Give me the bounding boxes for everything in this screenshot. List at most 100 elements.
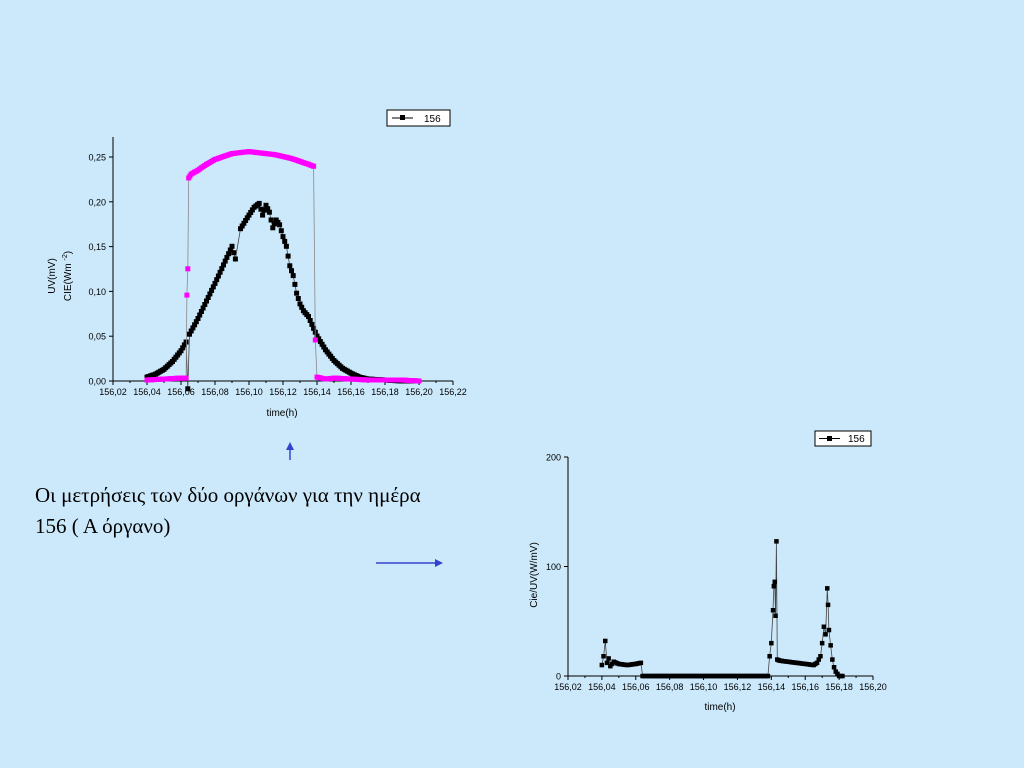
data-point xyxy=(215,273,221,279)
data-point xyxy=(190,325,196,331)
data-point xyxy=(771,584,777,589)
data-point xyxy=(604,660,610,666)
y-tick-label: 0,10 xyxy=(88,287,106,297)
x-tick-label: 156,10 xyxy=(235,387,263,397)
data-point xyxy=(772,579,777,585)
data-point xyxy=(821,624,827,629)
top-chart-legend-label: 156 xyxy=(424,114,441,125)
data-point xyxy=(238,226,243,232)
data-point xyxy=(265,206,271,212)
data-point xyxy=(814,660,820,666)
data-point xyxy=(268,217,274,223)
data-point xyxy=(205,295,211,300)
data-point xyxy=(819,640,825,646)
data-point xyxy=(231,250,237,256)
bottom-chart-y-ticks: 0 100 200 xyxy=(546,453,568,682)
y-tick-label: 0,20 xyxy=(88,197,106,207)
data-point xyxy=(178,348,184,354)
data-point xyxy=(243,218,249,223)
data-point xyxy=(193,319,199,325)
data-point xyxy=(207,291,213,297)
x-tick-label: 156,08 xyxy=(201,387,229,397)
y-tick-label: 200 xyxy=(546,453,561,463)
data-point xyxy=(204,298,209,304)
y-tick-label: 0,00 xyxy=(88,377,106,387)
data-point xyxy=(227,247,233,253)
data-point xyxy=(289,268,294,274)
data-point xyxy=(299,304,305,310)
data-point xyxy=(840,673,845,679)
data-point xyxy=(221,262,226,268)
data-point xyxy=(185,386,191,392)
data-point xyxy=(181,342,187,348)
data-point xyxy=(774,539,779,544)
data-point xyxy=(232,256,238,262)
top-chart-x-ticks: 156,02 156,04 156,06 156,08 156,10 156,12 156,… xyxy=(99,381,467,397)
data-point xyxy=(311,163,317,169)
data-point xyxy=(765,673,771,679)
data-point xyxy=(241,220,247,226)
data-point xyxy=(219,266,225,272)
data-point xyxy=(229,243,235,249)
data-point xyxy=(180,345,186,351)
y-tick-label: 0 xyxy=(556,672,561,682)
data-point xyxy=(261,207,267,213)
x-tick-label: 156,18 xyxy=(825,682,853,692)
data-point xyxy=(606,656,611,661)
data-point xyxy=(317,339,323,345)
x-tick-label: 156,02 xyxy=(554,682,582,692)
data-point xyxy=(266,209,272,215)
data-point xyxy=(818,654,823,659)
bottom-chart-series xyxy=(599,539,845,679)
caption-text: Οι μετρήσεις των δύο οργάνων για την ημέ… xyxy=(35,483,421,538)
data-point xyxy=(188,328,194,334)
x-tick-label: 156,16 xyxy=(337,387,365,397)
data-point xyxy=(311,325,317,331)
x-tick-label: 156,18 xyxy=(371,387,399,397)
data-point xyxy=(272,221,277,227)
data-point xyxy=(249,207,255,213)
data-point xyxy=(292,281,298,287)
x-tick-label: 156,06 xyxy=(622,682,650,692)
bottom-chart-x-ticks: 156,02 156,04 156,06 156,08 156,10 156,12 156,… xyxy=(554,676,887,692)
data-point xyxy=(309,321,315,327)
data-point xyxy=(202,302,208,307)
data-point xyxy=(416,378,422,384)
data-point xyxy=(294,290,300,296)
y-tick-label: 100 xyxy=(546,562,561,572)
data-point xyxy=(256,200,262,206)
top-chart-series xyxy=(144,149,422,392)
data-point xyxy=(603,638,608,644)
data-point xyxy=(184,292,190,298)
data-point xyxy=(306,314,311,320)
data-point xyxy=(263,202,269,208)
x-tick-label: 156,14 xyxy=(303,387,331,397)
top-chart-y-ticks: 0,00 0,05 0,10 0,15 0,20 0,25 xyxy=(88,153,113,387)
data-point xyxy=(244,215,250,221)
top-chart-y-label-cie: CIE(Wm -2) xyxy=(62,251,74,301)
data-point xyxy=(290,273,296,279)
data-point xyxy=(314,333,320,339)
data-point xyxy=(638,660,644,666)
x-tick-label: 156,16 xyxy=(791,682,819,692)
x-tick-label: 156,12 xyxy=(724,682,752,692)
top-chart-legend: 156 xyxy=(386,109,451,127)
data-point xyxy=(183,375,189,381)
data-point xyxy=(212,280,218,286)
data-point xyxy=(312,337,318,343)
data-point xyxy=(283,243,289,249)
data-point xyxy=(767,654,772,659)
data-point xyxy=(217,269,223,275)
y-tick-label: 0,15 xyxy=(88,242,106,252)
data-point xyxy=(825,602,831,608)
data-point xyxy=(187,331,192,337)
data-point xyxy=(209,287,215,293)
data-point xyxy=(278,228,284,234)
data-point xyxy=(195,316,201,321)
bottom-chart-x-label: time(h) xyxy=(704,702,735,713)
data-point xyxy=(316,336,322,342)
data-point xyxy=(599,662,605,668)
data-point xyxy=(280,234,286,240)
